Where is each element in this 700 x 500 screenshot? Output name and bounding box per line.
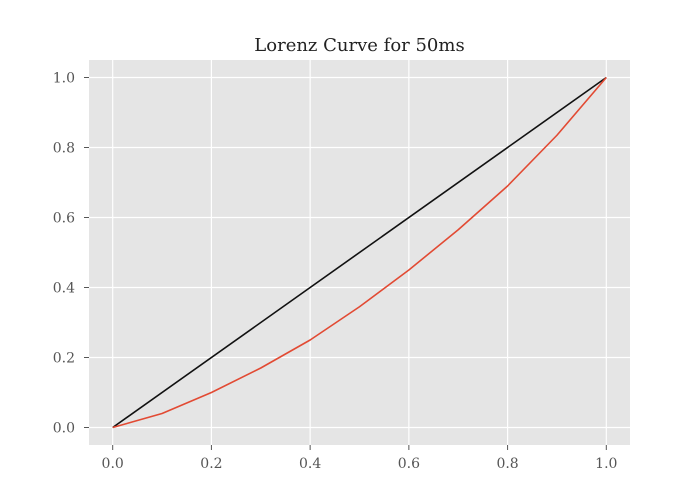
y-tick-label: 0.4 — [53, 281, 75, 297]
chart-title: Lorenz Curve for 50ms — [254, 35, 464, 56]
x-tick-label: 0.6 — [398, 456, 420, 472]
series-layer — [112, 76, 607, 429]
x-tick-label: 0.0 — [102, 456, 124, 472]
equality-line — [112, 76, 607, 429]
y-tick-label: 0.6 — [53, 211, 75, 227]
y-tick-label: 1.0 — [53, 71, 75, 87]
y-tick-label: 0.2 — [53, 351, 75, 367]
grid-lines — [89, 60, 630, 445]
lorenz-curve — [112, 76, 607, 429]
y-tick-label: 0.8 — [53, 141, 75, 157]
x-tick-label: 0.8 — [496, 456, 518, 472]
x-tick-label: 0.4 — [299, 456, 321, 472]
x-tick-label: 1.0 — [595, 456, 617, 472]
y-tick-label: 0.0 — [53, 421, 75, 437]
x-tick-label: 0.2 — [200, 456, 222, 472]
y-axis-ticks: 0.0 0.2 0.4 0.6 0.8 1.0 — [53, 71, 89, 437]
x-axis-ticks: 0.0 0.2 0.4 0.6 0.8 1.0 — [102, 445, 617, 472]
